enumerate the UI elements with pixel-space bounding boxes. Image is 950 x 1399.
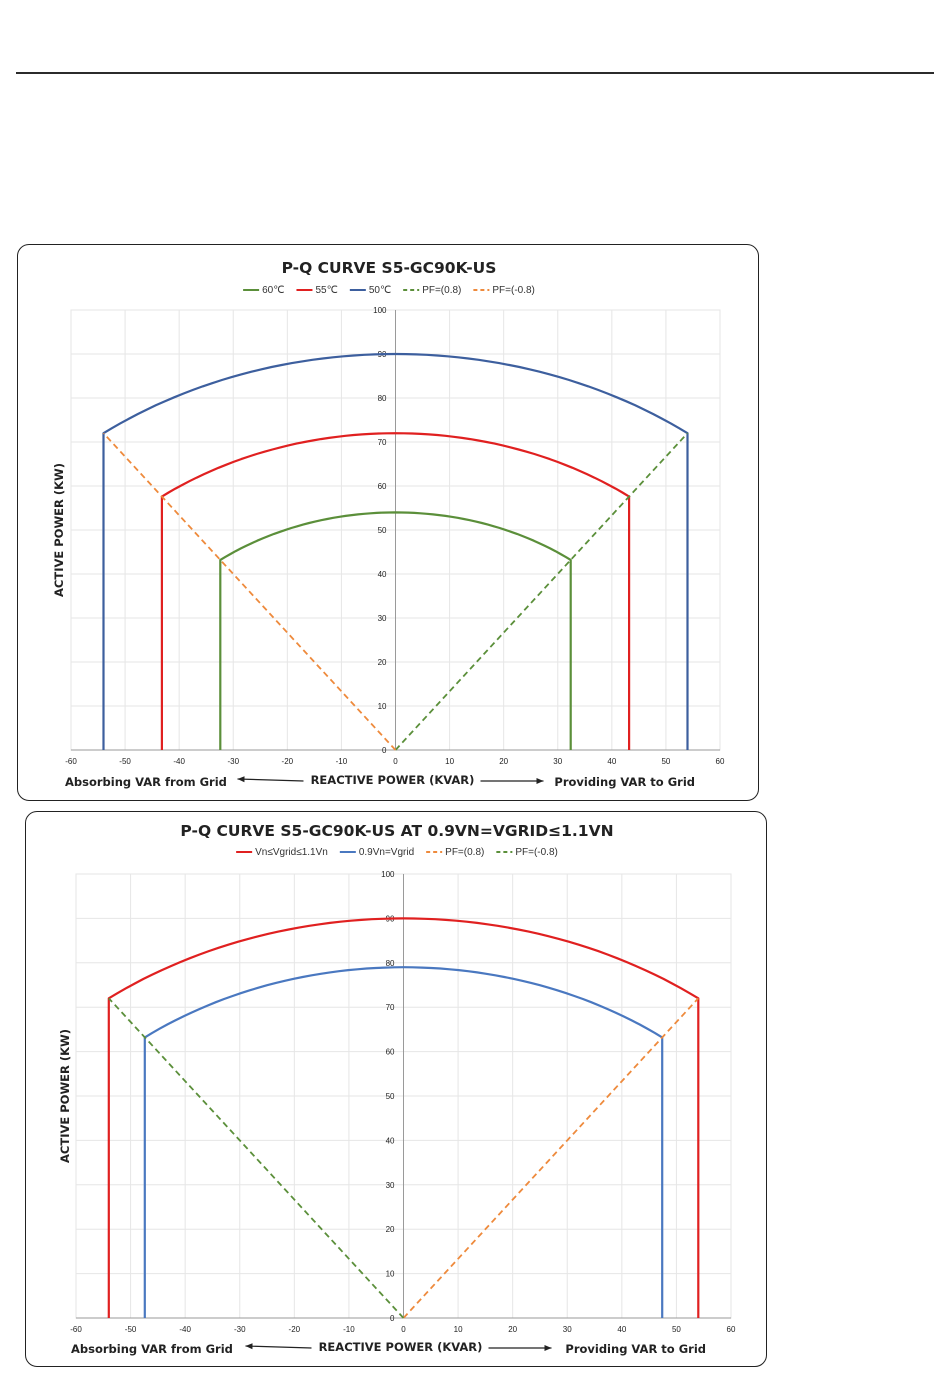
chart2-legend-item: PF=(0.8): [426, 847, 484, 858]
chart1-legend-label: PF=(0.8): [422, 285, 461, 296]
chart2-y-tick-label: 20: [386, 1225, 395, 1234]
chart1-series-line-3: [102, 352, 689, 750]
chart1-pf-line-5: [102, 432, 397, 751]
chart2-x-tick-label: 20: [508, 1325, 517, 1334]
chart2-y-tick-label: 50: [386, 1092, 395, 1101]
chart2-x-tick-label: 10: [454, 1325, 463, 1334]
chart1-y-tick-label: 10: [378, 702, 387, 711]
chart1-y-tick-label: 70: [378, 438, 387, 447]
chart2-legend-label: 0.9Vn=Vgrid: [359, 847, 414, 858]
chart2-x-tick-label: -50: [125, 1325, 137, 1334]
chart2-x-tick-label: -10: [343, 1325, 355, 1334]
chart1-y-tick-label: 20: [378, 658, 387, 667]
chart1-legend-label: 60℃: [262, 285, 284, 296]
chart2-y-axis-title: ACTIVE POWER (KW): [58, 1029, 72, 1163]
chart2-title: P-Q CURVE S5-GC90K-US AT 0.9VN=VGRID≤1.1…: [180, 822, 613, 840]
chart2-x-tick-label: -40: [179, 1325, 191, 1334]
chart2-y-tick-label: 30: [386, 1181, 395, 1190]
chart1-series-line-2: [160, 432, 631, 750]
chart2-x-axis-title: REACTIVE POWER (KVAR): [319, 1340, 483, 1354]
chart2-y-tick-label: 40: [386, 1136, 395, 1145]
chart1-x-tick-label: -40: [173, 757, 185, 766]
chart1-legend-item: PF=(-0.8): [473, 285, 535, 296]
chart1-legend-item: 55℃: [296, 285, 338, 296]
chart1-y-tick-label: 100: [373, 306, 387, 315]
pq-chart-1: -60 -50 -40 -30 -20 -10 0 10 20 30 40 50 60 0 10 20 30 40…: [52, 259, 725, 789]
chart1-x-tick-label: 0: [393, 757, 398, 766]
chart1-x-tick-label: -60: [65, 757, 77, 766]
chart1-legend-label: 55℃: [315, 285, 337, 296]
chart1-y-axis-title: ACTIVE POWER (KW): [52, 463, 66, 597]
chart2-legend-item: PF=(-0.8): [496, 847, 558, 858]
chart1-y-tick-label: 60: [378, 482, 387, 491]
chart1-y-tick-label: 0: [382, 746, 387, 755]
chart2-left-note: Absorbing VAR from Grid: [71, 1342, 233, 1356]
chart2-left-arrow-icon: [245, 1343, 312, 1350]
chart1-x-tick-label: 40: [607, 757, 616, 766]
chart1-legend-item: PF=(0.8): [403, 285, 461, 296]
chart2-x-tick-label: 50: [672, 1325, 681, 1334]
chart2-legend-label: PF=(-0.8): [515, 847, 558, 858]
chart2-y-tick-label: 10: [386, 1270, 395, 1279]
chart2-x-tick-label: 40: [617, 1325, 626, 1334]
chart1-pf-line-4: [394, 432, 689, 751]
chart1-y-tick-label: 30: [378, 614, 387, 623]
chart2-legend-label: PF=(0.8): [445, 847, 484, 858]
chart2-pf-line-4: [108, 997, 405, 1319]
chart2-x-tick-label: 30: [563, 1325, 572, 1334]
chart1-legend-item: 50℃: [349, 285, 391, 296]
chart1-x-tick-label: -20: [282, 757, 294, 766]
chart2-x-tick-label: -30: [234, 1325, 246, 1334]
chart1-legend-label: 50℃: [369, 285, 391, 296]
chart1-title: P-Q CURVE S5-GC90K-US: [282, 259, 497, 277]
chart2-right-note: Providing VAR to Grid: [565, 1342, 706, 1356]
pq-chart-panel-2: -60 -50 -40 -30 -20 -10 0 10 20 30 40 50 60 0 10 20 30 40…: [25, 811, 767, 1367]
chart2-legend-item: Vn≤Vgrid≤1.1Vn: [236, 847, 328, 858]
chart2-y-tick-label: 0: [390, 1314, 395, 1323]
page-top-rule: [16, 72, 934, 74]
chart2-legend-item: 0.9Vn=Vgrid: [339, 847, 414, 858]
chart1-right-note: Providing VAR to Grid: [554, 775, 695, 789]
chart2-x-tick-label: -20: [289, 1325, 301, 1334]
chart2-pf-line-3: [402, 997, 699, 1319]
chart1-x-tick-label: 50: [661, 757, 670, 766]
chart1-x-tick-label: -50: [119, 757, 131, 766]
chart1-y-tick-label: 50: [378, 526, 387, 535]
chart1-left-arrow-icon: [237, 776, 304, 783]
chart1-x-tick-label: 60: [716, 757, 725, 766]
chart1-y-tick-label: 80: [378, 394, 387, 403]
chart1-legend: 60℃ 55℃ 50℃ PF=(0.8) PF=(-0.8): [243, 285, 535, 296]
chart2-x-tick-label: 60: [727, 1325, 736, 1334]
pq-chart-panel-1: -60 -50 -40 -30 -20 -10 0 10 20 30 40 50 60 0 10 20 30 40…: [17, 244, 759, 801]
chart2-y-tick-label: 80: [386, 959, 395, 968]
chart2-legend-label: Vn≤Vgrid≤1.1Vn: [255, 847, 328, 858]
chart1-y-tick-label: 40: [378, 570, 387, 579]
chart2-y-tick-label: 60: [386, 1048, 395, 1057]
chart2-x-tick-label: -60: [70, 1325, 82, 1334]
chart1-legend-label: PF=(-0.8): [492, 285, 535, 296]
chart2-y-tick-label: 70: [386, 1003, 395, 1012]
chart1-left-note: Absorbing VAR from Grid: [65, 775, 227, 789]
pq-chart-2: -60 -50 -40 -30 -20 -10 0 10 20 30 40 50 60 0 10 20 30 40…: [58, 822, 736, 1356]
chart1-x-tick-label: 10: [445, 757, 454, 766]
chart2-x-tick-label: 0: [401, 1325, 406, 1334]
chart2-series-line-2: [143, 966, 664, 1318]
chart1-series-line-1: [219, 511, 572, 750]
chart1-x-tick-label: -10: [336, 757, 348, 766]
chart2-y-tick-label: 100: [381, 870, 395, 879]
chart2-series-line-1: [107, 917, 700, 1318]
chart1-legend-item: 60℃: [243, 285, 284, 296]
chart1-x-tick-label: 20: [499, 757, 508, 766]
chart1-x-axis-title: REACTIVE POWER (KVAR): [311, 773, 475, 787]
chart2-legend: Vn≤Vgrid≤1.1Vn 0.9Vn=Vgrid PF=(0.8) PF=(-0.…: [236, 847, 558, 858]
chart1-x-tick-label: -30: [227, 757, 239, 766]
chart1-x-tick-label: 30: [553, 757, 562, 766]
